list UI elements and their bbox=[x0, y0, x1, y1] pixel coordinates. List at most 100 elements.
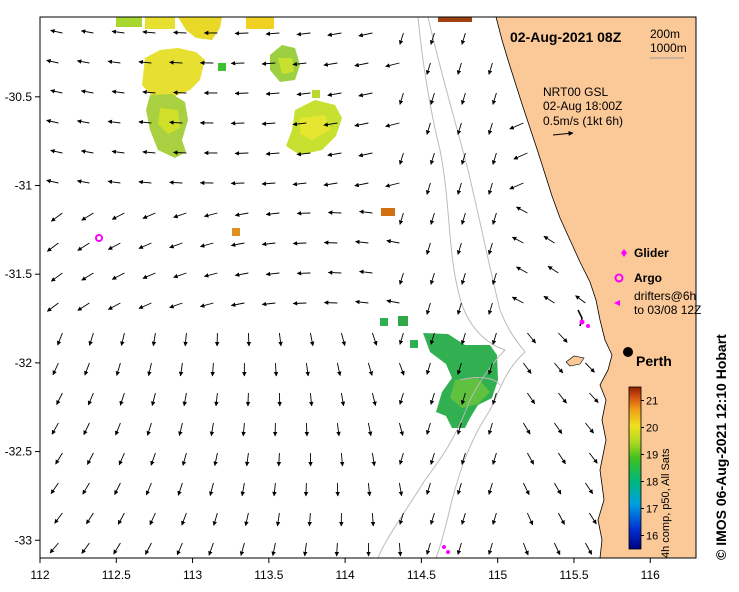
current-arrow bbox=[265, 151, 280, 157]
current-arrow bbox=[456, 542, 462, 555]
current-arrow bbox=[151, 332, 157, 347]
current-arrow bbox=[56, 392, 63, 406]
scale-arrow bbox=[552, 130, 574, 136]
current-arrow bbox=[509, 182, 524, 190]
current-arrow bbox=[169, 180, 183, 185]
current-arrow bbox=[261, 241, 276, 247]
y-tick-label: -32.5 bbox=[5, 445, 33, 459]
current-arrow bbox=[460, 512, 466, 525]
current-arrow bbox=[491, 332, 497, 345]
current-arrow bbox=[460, 272, 466, 285]
current-arrow bbox=[107, 119, 121, 125]
current-arrow bbox=[585, 542, 593, 555]
current-arrow bbox=[296, 151, 311, 157]
current-arrow bbox=[261, 121, 276, 126]
current-arrow bbox=[80, 89, 94, 94]
current-arrow bbox=[111, 89, 125, 95]
current-arrow bbox=[142, 272, 156, 279]
current-arrow bbox=[77, 242, 90, 251]
current-arrow bbox=[398, 452, 404, 465]
sst-patches bbox=[116, 17, 498, 428]
current-arrow bbox=[487, 422, 493, 435]
current-arrow bbox=[241, 422, 246, 437]
current-arrow bbox=[292, 241, 307, 246]
current-arrow bbox=[523, 362, 532, 374]
current-arrow bbox=[177, 482, 183, 496]
island bbox=[565, 355, 585, 367]
colorbar-tick-label: 20 bbox=[646, 423, 658, 435]
current-arrow bbox=[234, 272, 249, 277]
colorbar-tick-label: 17 bbox=[646, 504, 658, 516]
current-arrow bbox=[51, 422, 59, 435]
current-arrow bbox=[54, 512, 63, 524]
current-arrow bbox=[46, 302, 59, 312]
current-scale: 0.5m/s (1kt 6h) bbox=[543, 114, 623, 128]
current-arrow bbox=[354, 62, 369, 68]
current-arrow bbox=[487, 362, 493, 375]
current-arrow bbox=[292, 181, 307, 187]
current-arrow bbox=[554, 362, 564, 374]
current-arrow bbox=[199, 302, 214, 308]
current-arrow bbox=[511, 236, 524, 244]
colorbar-tick-label: 19 bbox=[646, 450, 658, 462]
land-area bbox=[495, 17, 696, 558]
current-arrow bbox=[585, 482, 594, 495]
y-axis: -30.5 -31 -31.5 -32 -32.5 -33 bbox=[5, 90, 40, 547]
current-arrow bbox=[87, 452, 94, 465]
current-arrow bbox=[354, 122, 369, 128]
current-arrow bbox=[292, 61, 307, 67]
current-arrow bbox=[355, 299, 369, 305]
current-arrow bbox=[398, 332, 404, 345]
current-arrow bbox=[111, 272, 125, 280]
current-arrow bbox=[429, 212, 435, 225]
current-arrow bbox=[358, 32, 373, 38]
current-arrow bbox=[169, 242, 183, 249]
x-tick-label: 115.5 bbox=[559, 568, 588, 582]
current-arrow bbox=[522, 482, 530, 496]
current-arrow bbox=[487, 242, 493, 255]
current-arrow bbox=[429, 392, 435, 405]
glider-track bbox=[442, 309, 590, 554]
current-arrow bbox=[558, 452, 566, 465]
current-arrow bbox=[111, 212, 125, 220]
current-arrow bbox=[296, 91, 311, 97]
current-arrow bbox=[425, 122, 431, 135]
current-arrow bbox=[554, 422, 563, 434]
current-arrow bbox=[456, 182, 462, 195]
current-arrow bbox=[575, 295, 586, 304]
current-arrow bbox=[265, 271, 280, 277]
current-arrow bbox=[371, 332, 378, 346]
current-arrow bbox=[230, 302, 245, 307]
current-arrow bbox=[234, 91, 249, 96]
current-arrow bbox=[50, 89, 63, 94]
current-arrow bbox=[589, 512, 597, 525]
current-arrow bbox=[558, 332, 568, 343]
current-arrow bbox=[487, 302, 493, 315]
current-arrow bbox=[589, 392, 599, 403]
current-arrow bbox=[460, 212, 466, 225]
current-arrow bbox=[491, 92, 497, 105]
drifter-legend-icon bbox=[614, 300, 620, 306]
current-arrow bbox=[115, 422, 121, 436]
current-arrow bbox=[429, 512, 435, 525]
current-arrow bbox=[239, 542, 245, 556]
current-arrow bbox=[456, 242, 462, 255]
current-arrow bbox=[182, 392, 188, 407]
current-arrow bbox=[543, 295, 555, 304]
current-arrow bbox=[367, 482, 372, 497]
current-arrow bbox=[429, 272, 435, 285]
current-arrow bbox=[50, 29, 63, 34]
current-arrow bbox=[425, 302, 431, 315]
current-arrow bbox=[487, 62, 493, 75]
current-arrow bbox=[323, 62, 338, 67]
current-arrow bbox=[327, 32, 342, 37]
current-arrow bbox=[460, 32, 466, 45]
current-arrow bbox=[87, 392, 94, 406]
current-arrow bbox=[398, 362, 405, 376]
current-arrow bbox=[138, 179, 152, 185]
current-arrow bbox=[425, 482, 431, 495]
current-arrow bbox=[81, 542, 90, 554]
current-arrow bbox=[358, 92, 373, 98]
current-arrow bbox=[142, 149, 156, 155]
